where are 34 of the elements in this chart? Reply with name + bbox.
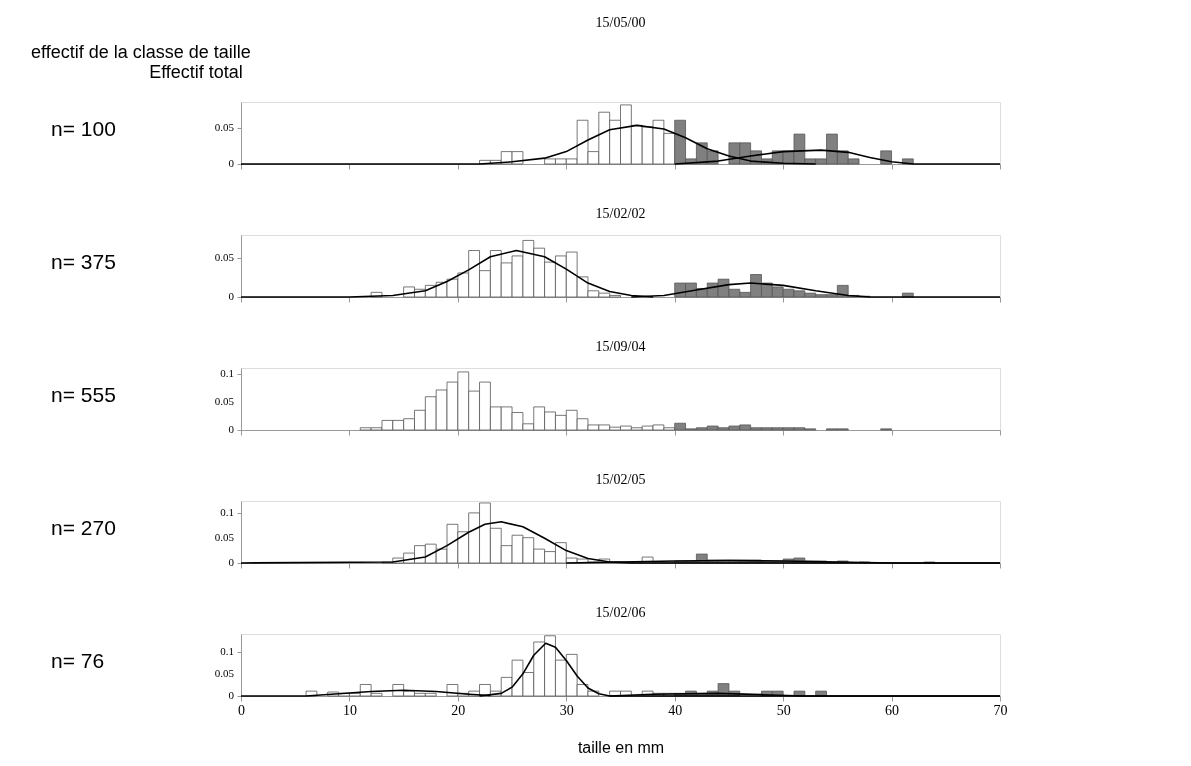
- chart-title: 15/02/06: [595, 605, 646, 620]
- text: n= 100: [51, 116, 116, 140]
- chart-title: 15/02/05: [595, 472, 646, 487]
- text: n= 76: [51, 648, 105, 672]
- text: n= 270: [51, 515, 116, 539]
- y-tick-label: 0: [228, 157, 235, 169]
- y-tick-label: 0.05: [214, 394, 235, 407]
- y-tick-label: 0.05: [214, 120, 235, 133]
- y-tick-label: 0.1: [220, 506, 234, 519]
- y-tick-label: 0: [228, 290, 235, 302]
- x-tick-label: 50: [776, 702, 791, 718]
- text: n= 555: [51, 382, 116, 406]
- chart-title: 15/05/00: [595, 15, 646, 30]
- y-tick-label: 0: [228, 556, 235, 568]
- y-tick-label: 0: [228, 689, 235, 701]
- x-tick-label: 40: [668, 702, 683, 718]
- x-tick-label: 20: [451, 702, 466, 718]
- y-tick-label: 0.1: [220, 644, 234, 657]
- x-tick-label: 30: [559, 702, 574, 718]
- x-axis-title: taille en mm: [577, 738, 665, 756]
- y-tick-label: 0: [228, 423, 235, 435]
- x-tick-label: 10: [342, 702, 357, 718]
- text: effectif de la classe de taille: [31, 42, 251, 62]
- chart-title: 15/02/02: [595, 206, 646, 221]
- x-tick-label: 60: [885, 702, 900, 718]
- text: Effectif total: [149, 62, 243, 82]
- x-tick-label: 70: [993, 702, 1008, 718]
- y-tick-label: 0.05: [214, 666, 235, 679]
- y-tick-label: 0.1: [220, 366, 234, 379]
- chart-title: 15/09/04: [595, 338, 646, 354]
- x-tick-label: 0: [238, 702, 245, 718]
- y-tick-label: 0.05: [214, 251, 235, 264]
- y-tick-label: 0.05: [214, 531, 235, 544]
- text: n= 375: [51, 249, 116, 273]
